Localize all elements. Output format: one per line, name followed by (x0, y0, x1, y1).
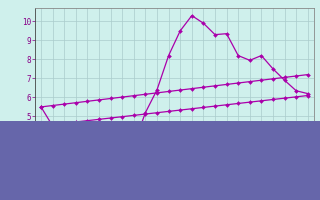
X-axis label: Windchill (Refroidissement éolien,°C): Windchill (Refroidissement éolien,°C) (75, 180, 274, 189)
